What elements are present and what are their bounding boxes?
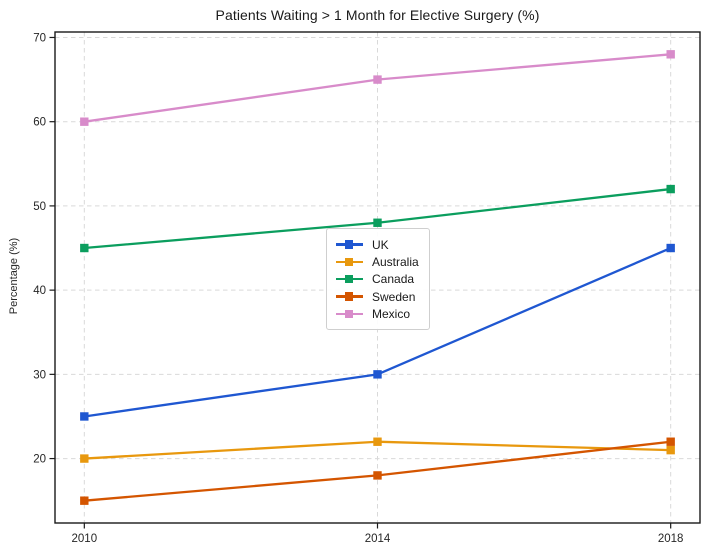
series-marker-canada — [80, 243, 89, 253]
series-marker-uk — [80, 412, 89, 421]
legend-label: Mexico — [372, 307, 411, 322]
y-tick-label: 30 — [33, 369, 46, 381]
y-tick-label: 40 — [33, 285, 46, 297]
legend-label: Canada — [372, 272, 415, 287]
series-marker-sweden — [80, 496, 89, 505]
chart-title: Patients Waiting > 1 Month for Elective … — [215, 7, 540, 23]
plot-border — [54, 31, 701, 524]
legend-swatch — [336, 309, 363, 319]
legend-item-canada: Canada — [336, 271, 419, 288]
series-marker-canada — [666, 184, 675, 194]
series-marker-sweden — [666, 437, 675, 446]
legend-swatch — [336, 240, 363, 249]
series-marker-sweden — [373, 471, 382, 480]
legend-swatch — [336, 274, 363, 284]
legend-swatch — [336, 292, 363, 301]
series-marker-uk — [373, 370, 382, 379]
legend: UK Australia Canada Sweden Mexico — [326, 228, 430, 330]
legend-label: Sweden — [372, 289, 416, 304]
legend-item-australia: Australia — [336, 253, 419, 270]
x-tick-label: 2018 — [658, 533, 684, 545]
legend-item-uk: UK — [336, 236, 419, 253]
series-marker-australia — [666, 445, 675, 455]
series-marker-mexico — [80, 117, 89, 126]
y-tick-label: 70 — [33, 32, 46, 44]
y-tick-label: 60 — [33, 117, 46, 129]
series-marker-mexico — [373, 75, 382, 84]
legend-swatch — [336, 257, 363, 267]
series-marker-australia — [80, 454, 89, 463]
y-tick-label: 50 — [33, 201, 46, 213]
legend-label: Australia — [372, 255, 419, 270]
legend-label: UK — [372, 237, 389, 252]
series-marker-uk — [666, 243, 675, 253]
series-marker-australia — [373, 437, 382, 446]
legend-item-sweden: Sweden — [336, 288, 419, 305]
x-tick-label: 2014 — [365, 533, 391, 545]
x-tick-label: 2010 — [72, 533, 98, 545]
series-marker-canada — [373, 218, 382, 227]
y-tick-label: 20 — [33, 454, 46, 466]
series-marker-mexico — [666, 50, 675, 59]
legend-item-mexico: Mexico — [336, 306, 419, 323]
